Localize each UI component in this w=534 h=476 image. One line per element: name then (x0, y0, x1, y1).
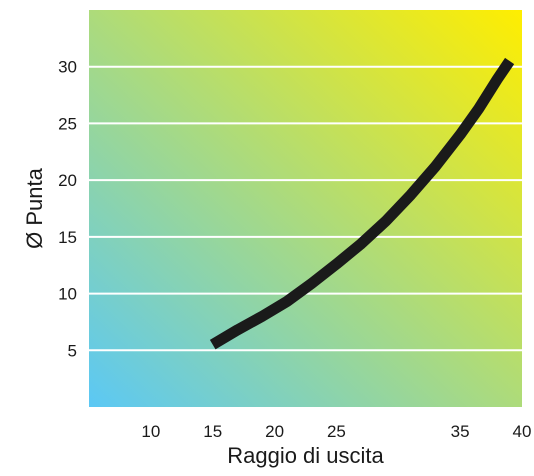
y-tick-label: 15 (58, 228, 77, 247)
x-tick-label: 10 (141, 422, 160, 441)
x-tick-label: 40 (513, 422, 532, 441)
y-axis-ticks: 5 10 15 20 25 30 (58, 58, 77, 361)
x-tick-label: 35 (451, 422, 470, 441)
series-line (209, 57, 515, 350)
x-axis-title: Raggio di uscita (227, 443, 384, 468)
y-tick-label: 30 (58, 58, 77, 77)
y-tick-label: 5 (68, 341, 77, 360)
x-tick-label: 15 (203, 422, 222, 441)
x-tick-label: 20 (265, 422, 284, 441)
gridlines (89, 65, 522, 352)
y-axis-title: Ø Punta (22, 167, 47, 248)
y-tick-label: 10 (58, 285, 77, 304)
plot-area (89, 10, 522, 407)
series-layer (209, 57, 515, 350)
y-tick-label: 25 (58, 114, 77, 133)
y-tick-label: 20 (58, 171, 77, 190)
x-tick-label: 25 (327, 422, 346, 441)
x-axis-ticks: 10 15 20 25 35 40 (141, 422, 531, 441)
